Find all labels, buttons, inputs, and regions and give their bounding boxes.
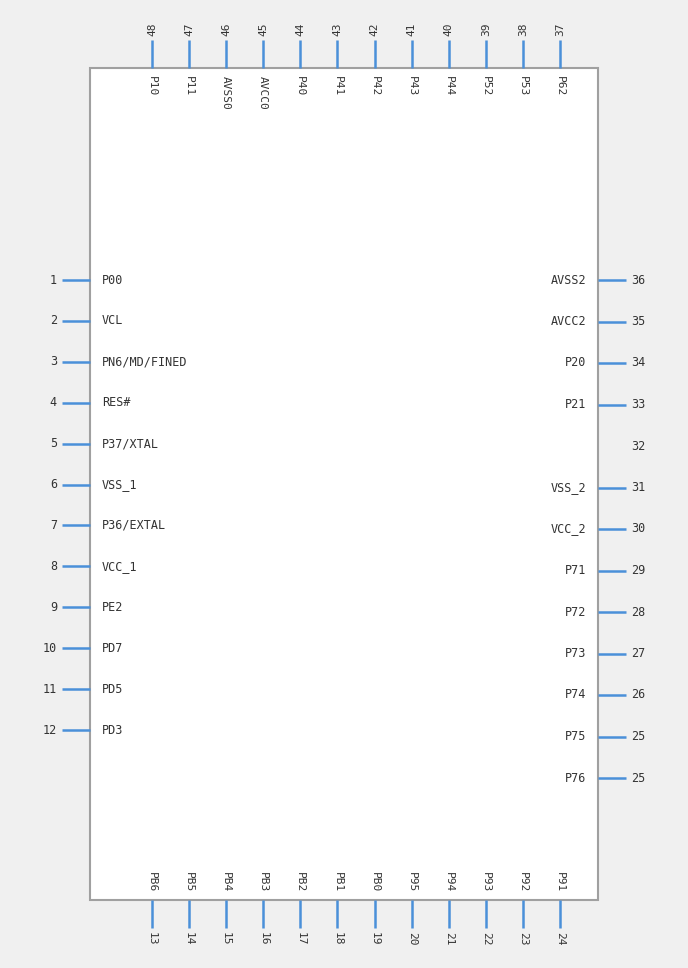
- Text: PB0: PB0: [369, 872, 380, 892]
- Text: 33: 33: [631, 398, 645, 411]
- Bar: [90, 68, 598, 900]
- Text: P41: P41: [332, 76, 343, 96]
- Text: VSS_2: VSS_2: [550, 481, 586, 494]
- Text: 25: 25: [631, 771, 645, 784]
- Text: 28: 28: [631, 606, 645, 619]
- Text: P91: P91: [555, 872, 565, 892]
- Text: 7: 7: [50, 519, 57, 532]
- Text: P71: P71: [565, 564, 586, 577]
- Text: 23: 23: [518, 932, 528, 946]
- Text: P95: P95: [407, 872, 417, 892]
- Text: 43: 43: [332, 22, 343, 36]
- Text: PD7: PD7: [102, 642, 123, 654]
- Text: PB3: PB3: [258, 872, 268, 892]
- Text: P76: P76: [565, 771, 586, 784]
- Text: 35: 35: [631, 315, 645, 328]
- Text: PB2: PB2: [295, 872, 305, 892]
- Text: PB5: PB5: [184, 872, 194, 892]
- Text: 39: 39: [481, 22, 491, 36]
- Text: AVSS0: AVSS0: [221, 76, 231, 109]
- Text: PB4: PB4: [221, 872, 231, 892]
- Text: 30: 30: [631, 523, 645, 535]
- Text: P94: P94: [444, 872, 453, 892]
- Text: P21: P21: [565, 398, 586, 411]
- Text: P20: P20: [565, 356, 586, 370]
- Text: 22: 22: [481, 932, 491, 946]
- Text: PE2: PE2: [102, 601, 123, 614]
- Text: P74: P74: [565, 688, 586, 702]
- Text: VCL: VCL: [102, 315, 123, 327]
- Text: 34: 34: [631, 356, 645, 370]
- Text: 1: 1: [50, 274, 57, 287]
- Text: 8: 8: [50, 560, 57, 573]
- Text: P44: P44: [444, 76, 453, 96]
- Text: P53: P53: [518, 76, 528, 96]
- Text: 27: 27: [631, 647, 645, 660]
- Text: P75: P75: [565, 730, 586, 743]
- Text: 4: 4: [50, 396, 57, 409]
- Text: 36: 36: [631, 274, 645, 287]
- Text: 5: 5: [50, 438, 57, 450]
- Text: 40: 40: [444, 22, 453, 36]
- Text: 12: 12: [43, 723, 57, 737]
- Text: 13: 13: [147, 932, 157, 946]
- Text: 42: 42: [369, 22, 380, 36]
- Text: 24: 24: [555, 932, 565, 946]
- Text: PD5: PD5: [102, 682, 123, 696]
- Text: 11: 11: [43, 682, 57, 696]
- Text: 21: 21: [444, 932, 453, 946]
- Text: 41: 41: [407, 22, 417, 36]
- Text: 15: 15: [221, 932, 231, 946]
- Text: 6: 6: [50, 478, 57, 491]
- Text: 47: 47: [184, 22, 194, 36]
- Text: 44: 44: [295, 22, 305, 36]
- Text: RES#: RES#: [102, 396, 131, 409]
- Text: P62: P62: [555, 76, 565, 96]
- Text: P73: P73: [565, 647, 586, 660]
- Text: PD3: PD3: [102, 723, 123, 737]
- Text: P52: P52: [481, 76, 491, 96]
- Text: 45: 45: [258, 22, 268, 36]
- Text: PB1: PB1: [332, 872, 343, 892]
- Text: PB6: PB6: [147, 872, 157, 892]
- Text: 18: 18: [332, 932, 343, 946]
- Text: 26: 26: [631, 688, 645, 702]
- Text: 9: 9: [50, 601, 57, 614]
- Text: P37/XTAL: P37/XTAL: [102, 438, 159, 450]
- Text: 37: 37: [555, 22, 565, 36]
- Text: P00: P00: [102, 274, 123, 287]
- Text: P72: P72: [565, 606, 586, 619]
- Text: 14: 14: [184, 932, 194, 946]
- Text: 31: 31: [631, 481, 645, 494]
- Text: 10: 10: [43, 642, 57, 654]
- Text: 20: 20: [407, 932, 417, 946]
- Text: VCC_2: VCC_2: [550, 523, 586, 535]
- Text: P11: P11: [184, 76, 194, 96]
- Text: P92: P92: [518, 872, 528, 892]
- Text: 3: 3: [50, 355, 57, 368]
- Text: P93: P93: [481, 872, 491, 892]
- Text: 16: 16: [258, 932, 268, 946]
- Text: 46: 46: [221, 22, 231, 36]
- Text: VSS_1: VSS_1: [102, 478, 138, 491]
- Text: 29: 29: [631, 564, 645, 577]
- Text: P42: P42: [369, 76, 380, 96]
- Text: 38: 38: [518, 22, 528, 36]
- Text: 25: 25: [631, 730, 645, 743]
- Text: 32: 32: [631, 439, 645, 452]
- Text: P43: P43: [407, 76, 417, 96]
- Text: 17: 17: [295, 932, 305, 946]
- Text: AVCC2: AVCC2: [550, 315, 586, 328]
- Text: 19: 19: [369, 932, 380, 946]
- Text: P36/EXTAL: P36/EXTAL: [102, 519, 166, 532]
- Text: P40: P40: [295, 76, 305, 96]
- Text: PN6/MD/FINED: PN6/MD/FINED: [102, 355, 188, 368]
- Text: AVSS2: AVSS2: [550, 274, 586, 287]
- Text: 48: 48: [147, 22, 157, 36]
- Text: VCC_1: VCC_1: [102, 560, 138, 573]
- Text: AVCC0: AVCC0: [258, 76, 268, 109]
- Text: P10: P10: [147, 76, 157, 96]
- Text: 2: 2: [50, 315, 57, 327]
